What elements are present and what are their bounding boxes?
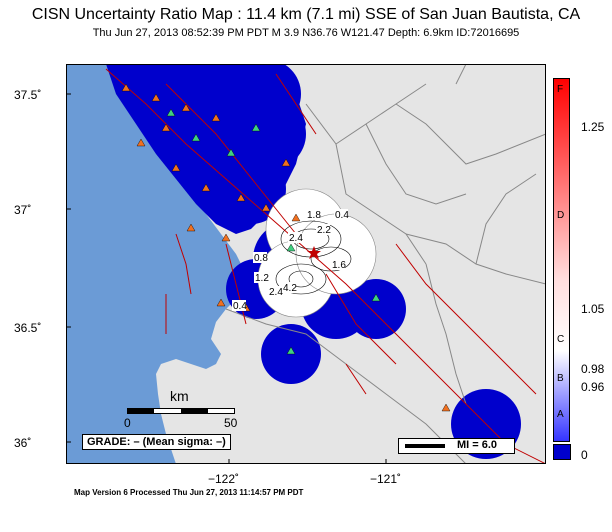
cb-value-0-96: 0.96 xyxy=(581,380,605,394)
stations-orange xyxy=(121,83,451,412)
mi-label: MI = 6.0 xyxy=(457,439,498,451)
contour-label-3: 2.2 xyxy=(317,225,331,236)
colorbar-zero xyxy=(553,444,571,460)
lat-label-37-5: 37.5˚ xyxy=(14,88,42,102)
scale-unit: km xyxy=(170,388,189,404)
tick-marks xyxy=(66,93,387,464)
mi-legend: MI = 6.0 xyxy=(398,438,515,454)
scale-bar xyxy=(127,408,235,414)
contour-label-1: 1.8 xyxy=(307,210,321,221)
grade-f: F xyxy=(557,84,564,95)
map-footer: Map Version 6 Processed Thu Jun 27, 2013… xyxy=(74,488,304,497)
lat-label-36: 36˚ xyxy=(14,436,32,450)
lat-label-36-5: 36.5˚ xyxy=(14,321,42,335)
contour-label-9: 4.2 xyxy=(283,283,297,294)
mi-bar xyxy=(405,444,445,448)
scale-start: 0 xyxy=(124,416,131,430)
grade-c: C xyxy=(557,334,565,345)
colorbar xyxy=(553,78,570,442)
cb-value-1-25: 1.25 xyxy=(581,120,605,134)
epicenter-star xyxy=(307,246,321,259)
map-title: CISN Uncertainty Ratio Map : 11.4 km (7.… xyxy=(31,6,581,23)
event-info: Thu Jun 27, 2013 08:52:39 PM PDT M 3.9 N… xyxy=(92,27,520,39)
contour-label-2: 2.4 xyxy=(289,233,303,244)
grade-box: GRADE: – (Mean sigma: –) xyxy=(82,434,231,450)
grade-d: D xyxy=(557,210,565,221)
lat-label-37: 37˚ xyxy=(14,203,32,217)
cb-value-1-05: 1.05 xyxy=(581,302,605,316)
map-canvas[interactable]: 1.8 2.4 2.2 1.6 0.4 0.8 1.2 2.4 4.2 0.4 xyxy=(66,64,546,464)
cb-value-0: 0 xyxy=(581,448,588,462)
contour-label-6: 0.8 xyxy=(254,253,268,264)
contour-label-10: 0.4 xyxy=(233,301,247,312)
stations-green xyxy=(166,108,381,355)
fault-lines xyxy=(105,68,546,464)
lon-label-122: −122˚ xyxy=(208,472,240,486)
scale-end: 50 xyxy=(224,416,238,430)
grade-b: B xyxy=(557,373,564,384)
contour-label-8: 2.4 xyxy=(269,287,283,298)
grade-a: A xyxy=(557,409,564,420)
contour-label-7: 1.2 xyxy=(255,273,269,284)
contour-label-5: 0.4 xyxy=(335,210,349,221)
ocean xyxy=(66,64,246,464)
cb-value-0-98: 0.98 xyxy=(581,362,605,376)
contour-label-4: 1.6 xyxy=(332,260,346,271)
contour-value-labels: 1.8 2.4 2.2 1.6 0.4 0.8 1.2 2.4 4.2 0.4 xyxy=(232,209,349,312)
lon-label-121: −121˚ xyxy=(370,472,402,486)
